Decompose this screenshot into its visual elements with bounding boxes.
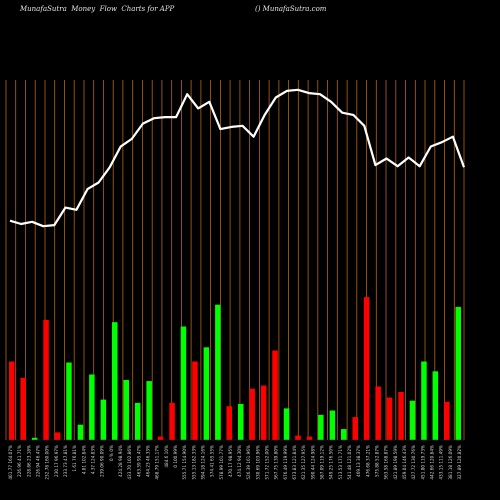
- x-tick-label: 459.04 146.43%: [402, 445, 407, 480]
- money-flow-bar: [134, 402, 141, 440]
- money-flow-bar: [375, 386, 381, 440]
- x-tick-label: 513.53 171.71%: [338, 445, 343, 480]
- x-tick-label: 327.89 120.82%: [457, 445, 462, 480]
- site-name: () MunafaSutra.com: [255, 5, 327, 13]
- money-flow-bar: [9, 361, 15, 440]
- money-flow-bar: [329, 410, 336, 440]
- x-tick-label: 571.72 152.00%: [265, 445, 270, 480]
- money-flow-bar: [409, 400, 416, 440]
- x-tick-label: 555.71 154.90%: [182, 445, 187, 480]
- x-tick-label: 463.59 95.47%: [136, 445, 141, 477]
- money-flow-bar: [43, 320, 49, 440]
- money-flow-bar: [146, 381, 152, 440]
- x-tick-label: 226.96 41.71%: [17, 445, 22, 477]
- x-tick-label: 230.17 96.97%: [54, 445, 59, 477]
- x-tick-label: 541.48 121.02%: [347, 445, 352, 480]
- x-tick-label: 239.06 90.09%: [100, 445, 105, 477]
- money-flow-bar: [112, 322, 118, 440]
- x-tick-label: 464.23 46.33%: [146, 445, 151, 477]
- money-flow-bar: [77, 424, 84, 440]
- x-tick-label: 676.49 119.99%: [283, 445, 288, 480]
- x-tick-label: 4.81 102.84%: [81, 445, 86, 474]
- x-tick-label: 587.09 119.12%: [320, 445, 325, 480]
- x-tick-label: 575.88 52.87%: [375, 445, 380, 477]
- x-tick-label: 421.89 198.59%: [393, 445, 398, 480]
- x-tick-label: 578.99 101.77%: [219, 445, 224, 480]
- money-flow-bar: [318, 414, 324, 440]
- x-tick-labels: 401.77 164.07% 226.96 41.71% 228.86 23.18%…: [8, 445, 462, 480]
- x-tick-label: 567.75 139.80%: [274, 445, 279, 480]
- x-tick-label: 232.78 160.00%: [45, 445, 50, 480]
- money-flow-bar: [249, 388, 255, 440]
- money-flow-bar: [89, 374, 95, 440]
- money-flow-bar: [444, 401, 450, 440]
- x-tick-label: 427.72 130.76%: [411, 445, 416, 480]
- money-flow-bar: [363, 297, 370, 440]
- x-tick-label: 4.37 124.83%: [91, 445, 96, 474]
- x-tick-label: 433.15 111.49%: [439, 445, 444, 480]
- chart-title: MunafaSutra Money Flow Charts for APP: [20, 5, 175, 13]
- money-flow-bar: [123, 380, 129, 440]
- money-flow-bar: [31, 437, 38, 440]
- x-tick-label: 1.61 76.81%: [72, 445, 77, 472]
- vertical-gridlines: [5, 80, 465, 440]
- money-flow-bars: [9, 297, 461, 440]
- money-flow-bar: [432, 371, 439, 440]
- x-tick-label: 228.86 23.18%: [26, 445, 31, 477]
- money-flow-bar: [100, 399, 107, 440]
- money-flow-bar: [238, 404, 244, 440]
- money-flow-bar: [226, 406, 232, 440]
- x-tick-label: 574.41 65.55%: [210, 445, 215, 477]
- money-flow-bar: [66, 362, 72, 440]
- x-tick-label: 530.69 103.96%: [255, 445, 260, 480]
- x-tick-label: 549.25 176.50%: [329, 445, 334, 480]
- money-flow-bar: [386, 397, 393, 440]
- x-tick-label: 0 % 0%: [109, 445, 114, 461]
- money-flow-bar: [180, 326, 187, 440]
- x-tick-label: 381.18 126.09%: [448, 445, 453, 480]
- x-tick-label: 442.66 120.84%: [429, 445, 434, 480]
- x-tick-label: 594.18 124.16%: [200, 445, 205, 480]
- money-flow-bar: [260, 385, 267, 440]
- x-tick-label: 563.58 168.87%: [384, 445, 389, 480]
- x-tick-label: 484.6 10%: [164, 445, 169, 468]
- money-flow-bar: [272, 350, 278, 440]
- x-tick-label: 468.79 151.17%: [155, 445, 160, 480]
- money-flow-bar: [20, 377, 26, 440]
- x-tick-label: 474.12 94.30%: [237, 445, 242, 477]
- money-flow-bar: [455, 306, 461, 440]
- x-tick-label: 590.44 124.98%: [310, 445, 315, 480]
- money-flow-bar: [169, 402, 175, 440]
- x-tick-label: 451.80 119.73%: [420, 445, 425, 480]
- x-tick-label: 226.94 46.47%: [36, 445, 41, 477]
- x-tick-label: 469.13 38.37%: [356, 445, 361, 477]
- money-flow-bar: [341, 429, 347, 440]
- money-flow-bar: [203, 347, 210, 440]
- money-flow-bar: [295, 435, 301, 440]
- x-tick-label: 424.28 98.94%: [118, 445, 123, 477]
- x-tick-label: 673.83 121.84%: [292, 445, 297, 480]
- x-tick-label: 555.13 182.33%: [191, 445, 196, 480]
- money-flow-bar: [283, 408, 290, 440]
- money-flow-bar: [54, 432, 61, 440]
- price-line: [9, 88, 466, 228]
- money-flow-bar: [192, 361, 198, 440]
- money-flow-bar: [398, 392, 404, 440]
- money-flow-bar: [352, 417, 358, 440]
- money-flow-bar: [215, 304, 221, 440]
- x-tick-label: 526.39 161.96%: [246, 445, 251, 480]
- x-tick-label: 476.68 37.21%: [365, 445, 370, 477]
- money-flow-bar: [157, 436, 164, 440]
- x-tick-label: 233.73 47.81%: [63, 445, 68, 477]
- money-flow-bar: [306, 436, 313, 440]
- money-flow-bar: [421, 361, 427, 440]
- x-tick-label: 621.35 127.95%: [301, 445, 306, 480]
- x-tick-label: 433.70 102.86%: [127, 445, 132, 480]
- x-tick-label: 0 100.99%: [173, 445, 178, 468]
- x-tick-label: 470.17 98.95%: [228, 445, 233, 477]
- x-tick-label: 401.77 164.07%: [8, 445, 13, 480]
